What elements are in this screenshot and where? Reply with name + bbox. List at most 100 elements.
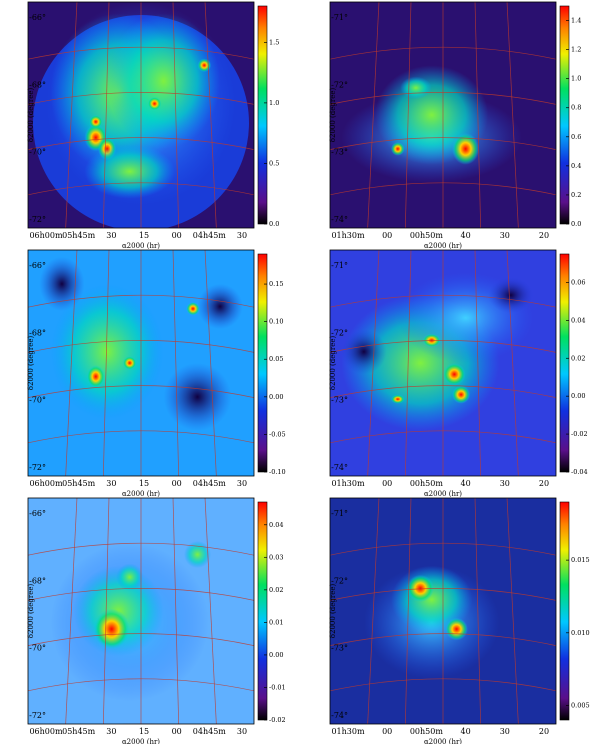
coord-grid [204, 2, 217, 228]
colorbar-tick-label: 0.0 [571, 220, 581, 228]
x-tick-label: 40 [461, 727, 471, 736]
colorbar [257, 253, 268, 473]
emission [197, 58, 212, 73]
x-tick-label: 01h30m [331, 727, 365, 736]
y-tick-label: -71° [331, 13, 348, 22]
emission [443, 363, 466, 386]
colorbar-tick-label: 0.010 [571, 629, 590, 637]
colorbar [559, 253, 570, 473]
colorbar-tick-label: 0.00 [571, 392, 585, 400]
emission [452, 133, 480, 165]
colorbar-tick-label: 0.0 [269, 220, 279, 228]
colorbar-tick-label: 0.01 [269, 618, 283, 626]
x-tick-label: 00 [382, 727, 392, 736]
x-tick-label: 06h00m [29, 231, 63, 240]
coord-grid [330, 678, 556, 692]
x-tick-label: 01h30m [331, 479, 365, 488]
colorbar-tick-label: 1.5 [269, 38, 279, 46]
x-tick-label: 30 [106, 727, 116, 736]
coord-grid [65, 2, 78, 228]
coord-grid [204, 250, 217, 476]
coord-grid [474, 2, 482, 228]
y-tick-label: -73° [331, 396, 348, 405]
x-tick-label: 30 [237, 231, 247, 240]
y-tick-label: -68° [29, 576, 46, 585]
map-image [330, 250, 556, 476]
emission [39, 256, 85, 312]
coord-grid [506, 2, 519, 228]
coord-grid [204, 498, 217, 724]
x-axis-label: α2000 (hr) [424, 738, 462, 744]
x-tick-label: 30 [500, 231, 510, 240]
x-tick-label: 01h30m [331, 231, 365, 240]
emission [183, 540, 212, 569]
emission [84, 144, 175, 199]
x-tick-label: 00h50m [410, 231, 444, 240]
x-tick-label: 00 [172, 231, 182, 240]
emission [122, 356, 137, 370]
colorbar [559, 5, 570, 225]
coord-grid [404, 2, 412, 228]
colorbar-tick-label: 0.02 [571, 354, 585, 362]
map-image [28, 2, 254, 228]
colorbar-tick-label: 0.2 [571, 191, 581, 199]
emission [93, 608, 130, 650]
x-tick-label: 30 [106, 231, 116, 240]
y-axis-label: δ2000 (degree) [329, 336, 337, 391]
y-tick-label: -71° [331, 261, 348, 270]
coord-grid [404, 250, 412, 476]
colorbar-tick-label: 0.10 [269, 318, 283, 326]
x-tick-label: 05h45m [62, 727, 96, 736]
x-tick-label: 00 [382, 231, 392, 240]
coord-grid [474, 250, 482, 476]
emission [89, 115, 103, 129]
y-tick-label: -66° [29, 509, 46, 518]
emission [197, 283, 243, 330]
coord-grid [367, 250, 380, 476]
x-tick-label: 20 [539, 727, 549, 736]
coord-grid [28, 430, 254, 444]
frame [27, 497, 255, 725]
colorbar [559, 501, 570, 721]
colorbar-tick-label: 0.6 [571, 133, 581, 141]
x-tick-label: 15 [139, 231, 149, 240]
y-tick-label: -74° [331, 463, 348, 472]
y-tick-label: -72° [29, 711, 46, 720]
colorbar-tick-label: 0.00 [269, 393, 283, 401]
y-tick-label: -71° [331, 509, 348, 518]
colorbar-tick-label: -0.01 [269, 683, 286, 691]
x-axis-label: α2000 (hr) [122, 490, 160, 498]
x-tick-label: 00 [172, 727, 182, 736]
emission [186, 301, 200, 316]
colorbar-tick-label: 0.8 [571, 104, 581, 112]
y-tick-label: -70° [29, 396, 46, 405]
colorbar-tick-label: 1.0 [571, 75, 581, 83]
colorbar-tick-label: -0.05 [269, 430, 286, 438]
x-tick-label: 30 [106, 479, 116, 488]
x-tick-label: 05h45m [62, 479, 96, 488]
emission [107, 13, 221, 149]
x-tick-label: 05h45m [62, 231, 96, 240]
coord-grid [65, 250, 78, 476]
colorbar [257, 501, 268, 721]
coord-grid [102, 2, 110, 228]
y-tick-label: -72° [331, 80, 348, 89]
x-tick-label: 15 [139, 479, 149, 488]
y-tick-label: -73° [331, 644, 348, 653]
y-axis-label: δ2000 (degree) [27, 584, 35, 639]
y-tick-label: -72° [29, 463, 46, 472]
colorbar-tick-label: -0.02 [269, 716, 286, 724]
coord-grid [172, 250, 180, 476]
x-tick-label: 06h00m [29, 727, 63, 736]
coord-grid [28, 182, 254, 196]
colorbar-tick-label: 0.05 [269, 355, 283, 363]
x-tick-label: 00 [382, 479, 392, 488]
emission [391, 142, 405, 156]
colorbar-tick-label: 0.4 [571, 162, 581, 170]
colorbar-tick-label: -0.04 [571, 468, 588, 476]
coord-grid [330, 430, 556, 444]
x-axis-label: α2000 (hr) [424, 490, 462, 498]
map-image [330, 498, 556, 724]
colorbar-tick-label: 0.005 [571, 701, 590, 709]
coord-grid [506, 498, 519, 724]
